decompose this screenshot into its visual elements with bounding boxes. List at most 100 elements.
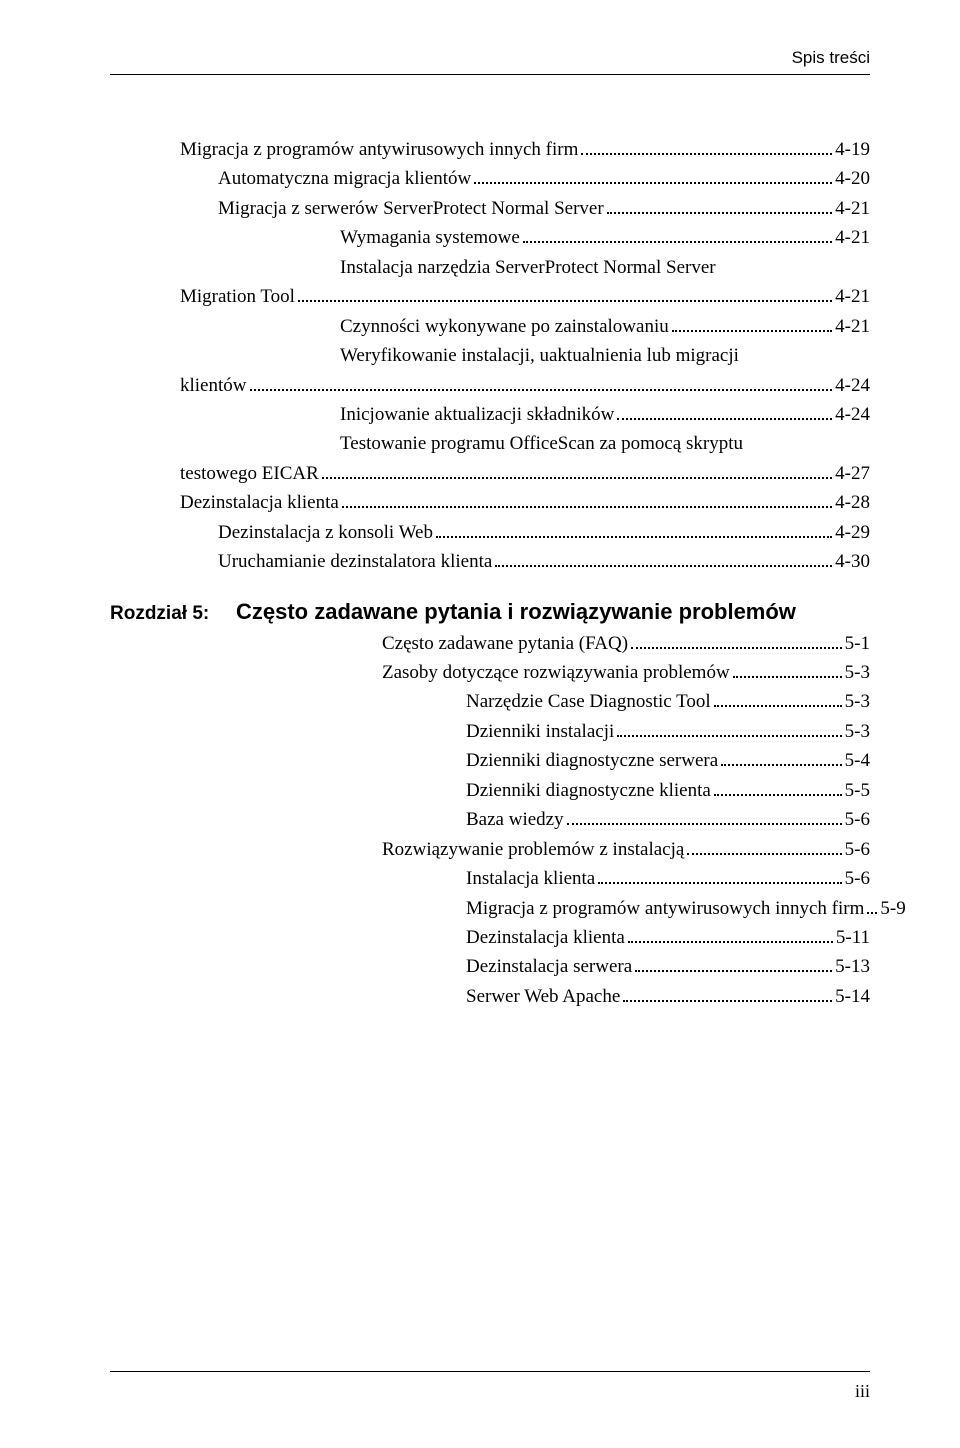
toc-leader-dots — [322, 477, 832, 479]
toc-entry: Rozwiązywanie problemów z instalacją 5-6 — [236, 835, 870, 864]
toc-entry-page: 5-3 — [845, 658, 870, 687]
toc-entry: Inicjowanie aktualizacji składników4-24 — [110, 400, 870, 429]
toc-entry-text: Migration Tool — [180, 282, 295, 311]
toc-section-2: Często zadawane pytania (FAQ)5-1Zasoby d… — [236, 629, 870, 1012]
toc-entry: Dzienniki instalacji 5-3 — [236, 717, 870, 746]
toc-leader-dots — [598, 882, 841, 884]
toc-leader-dots — [628, 941, 833, 943]
toc-leader-dots — [567, 823, 842, 825]
toc-leader-dots — [495, 565, 832, 567]
toc-entry-cont: klientów4-24 — [110, 371, 870, 400]
toc-leader-dots — [631, 647, 842, 649]
chapter-label: Rozdział 5: — [110, 603, 236, 625]
toc-entry-page: 4-21 — [835, 194, 870, 223]
toc-leader-dots — [687, 853, 841, 855]
header-rule — [110, 74, 870, 75]
toc-leader-dots — [607, 212, 833, 214]
toc-entry: Dezinstalacja serwera 5-13 — [236, 952, 870, 981]
toc-entry-page: 5-1 — [845, 629, 870, 658]
toc-entry-page: 4-20 — [835, 164, 870, 193]
toc-entry-text: Dezinstalacja serwera — [466, 952, 632, 981]
toc-entry: Migracja z programów antywirusowych inny… — [236, 894, 870, 923]
toc-entry-page: 5-4 — [845, 746, 870, 775]
toc-entry: Zasoby dotyczące rozwiązywania problemów… — [236, 658, 870, 687]
toc-entry-page: 4-21 — [835, 312, 870, 341]
toc-entry-page: 4-24 — [835, 371, 870, 400]
toc-entry: Uruchamianie dezinstalatora klienta 4-30 — [110, 547, 870, 576]
header-title: Spis treści — [110, 48, 870, 68]
toc-entry-text: Często zadawane pytania (FAQ) — [382, 629, 628, 658]
toc-entry-page: 4-28 — [835, 488, 870, 517]
toc-entry-text: testowego EICAR — [180, 459, 319, 488]
toc-entry-page: 5-6 — [845, 864, 870, 893]
toc-entry-text: Rozwiązywanie problemów z instalacją — [382, 835, 684, 864]
toc-entry-page: 5-3 — [845, 717, 870, 746]
toc-entry-page: 4-29 — [835, 518, 870, 547]
toc-entry: Serwer Web Apache5-14 — [236, 982, 870, 1011]
toc-entry: Instalacja narzędzia ServerProtect Norma… — [110, 253, 870, 282]
toc-leader-dots — [474, 182, 832, 184]
toc-entry-text: Uruchamianie dezinstalatora klienta — [218, 547, 492, 576]
toc-entry-text: Instalacja narzędzia ServerProtect Norma… — [340, 253, 716, 282]
toc-leader-dots — [436, 536, 832, 538]
toc-entry: Migracja z programów antywirusowych inny… — [110, 135, 870, 164]
toc-entry: Dezinstalacja klienta 4-28 — [110, 488, 870, 517]
toc-entry: Często zadawane pytania (FAQ) 5-1 — [236, 629, 870, 658]
toc-entry-text: Dezinstalacja z konsoli Web — [218, 518, 433, 547]
toc-leader-dots — [714, 794, 842, 796]
chapter-row: Rozdział 5: Często zadawane pytania i ro… — [110, 599, 870, 625]
toc-entry-text: Dezinstalacja klienta — [466, 923, 625, 952]
toc-leader-dots — [672, 330, 832, 332]
toc-leader-dots — [714, 705, 842, 707]
toc-entry-page: 4-21 — [835, 223, 870, 252]
toc-entry-text: Instalacja klienta — [466, 864, 595, 893]
toc-entry-page: 5-6 — [845, 805, 870, 834]
toc-leader-dots — [635, 970, 832, 972]
toc-leader-dots — [523, 241, 832, 243]
toc-entry-text: Migracja z serwerów ServerProtect Normal… — [218, 194, 604, 223]
toc-entry: Dezinstalacja klienta 5-11 — [236, 923, 870, 952]
toc-entry: Migracja z serwerów ServerProtect Normal… — [110, 194, 870, 223]
chapter-title: Często zadawane pytania i rozwiązywanie … — [236, 599, 796, 625]
toc-entry-page: 4-21 — [835, 282, 870, 311]
toc-entry-text: Serwer Web Apache — [466, 982, 620, 1011]
toc-leader-dots — [617, 735, 841, 737]
toc-entry-page: 5-6 — [845, 835, 870, 864]
toc-entry-text: Weryfikowanie instalacji, uaktualnienia … — [340, 341, 739, 370]
toc-entry: Narzędzie Case Diagnostic Tool5-3 — [236, 687, 870, 716]
toc-entry-page: 5-5 — [845, 776, 870, 805]
toc-entry: Testowanie programu OfficeScan za pomocą… — [110, 429, 870, 458]
toc-leader-dots — [342, 506, 832, 508]
toc-entry: Weryfikowanie instalacji, uaktualnienia … — [110, 341, 870, 370]
toc-entry-page: 5-13 — [835, 952, 870, 981]
toc-entry-text: Czynności wykonywane po zainstalowaniu — [340, 312, 669, 341]
toc-section-1: Migracja z programów antywirusowych inny… — [110, 135, 870, 577]
toc-entry-page: 5-9 — [880, 894, 905, 923]
toc-entry-text: Dzienniki diagnostyczne klienta — [466, 776, 711, 805]
toc-entry-text: Testowanie programu OfficeScan za pomocą… — [340, 429, 743, 458]
toc-entry: Dzienniki diagnostyczne serwera 5-4 — [236, 746, 870, 775]
toc-entry-cont: Migration Tool 4-21 — [110, 282, 870, 311]
toc-entry: Czynności wykonywane po zainstalowaniu 4-… — [110, 312, 870, 341]
toc-entry-page: 5-11 — [836, 923, 870, 952]
toc-entry-page: 5-3 — [845, 687, 870, 716]
toc-entry-text: Dezinstalacja klienta — [180, 488, 339, 517]
toc-entry-text: Dzienniki instalacji — [466, 717, 614, 746]
toc-leader-dots — [617, 418, 832, 420]
toc-entry-text: Migracja z programów antywirusowych inny… — [180, 135, 578, 164]
toc-entry: Automatyczna migracja klientów 4-20 — [110, 164, 870, 193]
toc-entry-text: Zasoby dotyczące rozwiązywania problemów — [382, 658, 730, 687]
footer-page-number: iii — [855, 1381, 870, 1402]
toc-leader-dots — [298, 300, 832, 302]
toc-leader-dots — [867, 912, 877, 914]
toc-entry-text: Dzienniki diagnostyczne serwera — [466, 746, 718, 775]
toc-entry: Instalacja klienta 5-6 — [236, 864, 870, 893]
toc-entry: Dzienniki diagnostyczne klienta 5-5 — [236, 776, 870, 805]
footer-rule — [110, 1371, 870, 1372]
toc-entry-text: Baza wiedzy — [466, 805, 564, 834]
toc-entry-page: 4-30 — [835, 547, 870, 576]
toc-entry-text: Wymagania systemowe — [340, 223, 520, 252]
toc-entry-page: 4-24 — [835, 400, 870, 429]
toc-leader-dots — [733, 676, 842, 678]
toc-entry-text: Automatyczna migracja klientów — [218, 164, 471, 193]
